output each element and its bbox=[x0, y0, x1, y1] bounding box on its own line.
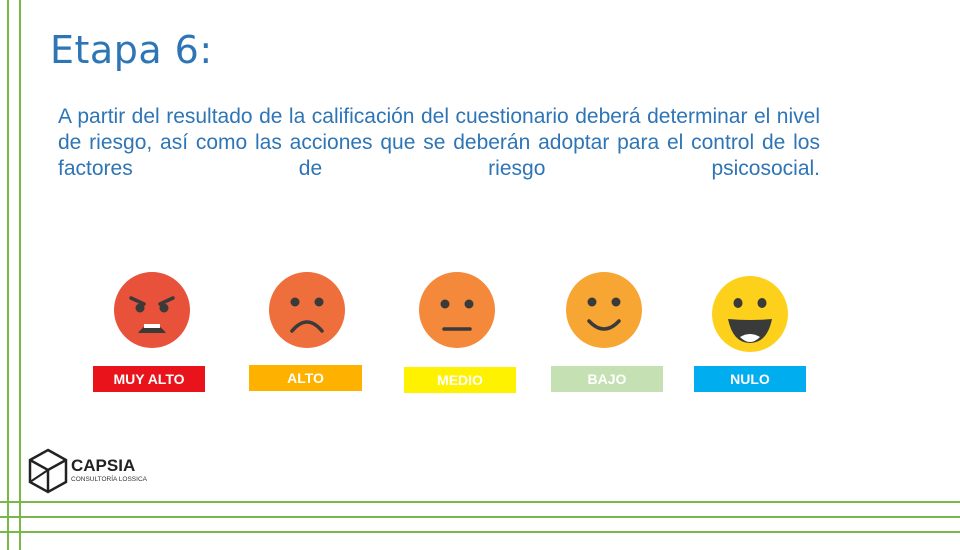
risk-label-muy-alto: MUY ALTO bbox=[93, 366, 205, 392]
neutral-face-icon bbox=[419, 272, 495, 348]
risk-label-nulo: NULO bbox=[694, 366, 806, 392]
grinning-face-icon bbox=[712, 276, 788, 352]
slide-title: Etapa 6: bbox=[50, 28, 213, 72]
bottom-border-line-3 bbox=[0, 531, 960, 533]
slide-body-text: A partir del resultado de la calificació… bbox=[58, 105, 820, 180]
logo-subtitle: CONSULTORÍA LOSSICA bbox=[71, 476, 147, 483]
left-border-line-2 bbox=[19, 0, 21, 550]
risk-label-bajo: BAJO bbox=[551, 366, 663, 392]
risk-label-alto: ALTO bbox=[249, 365, 362, 391]
capsia-cube-logo-icon bbox=[28, 448, 68, 494]
bottom-border-line-2 bbox=[0, 516, 960, 518]
logo-name: CAPSIA bbox=[71, 456, 136, 475]
sad-face-icon bbox=[269, 272, 345, 348]
angry-face-icon bbox=[114, 272, 190, 348]
risk-label-medio: MEDIO bbox=[404, 367, 516, 393]
left-border-line-1 bbox=[7, 0, 9, 550]
smiling-face-icon bbox=[566, 272, 642, 348]
bottom-border-line-1 bbox=[0, 501, 960, 503]
capsia-logo: CAPSIA CONSULTORÍA LOSSICA bbox=[28, 448, 158, 498]
